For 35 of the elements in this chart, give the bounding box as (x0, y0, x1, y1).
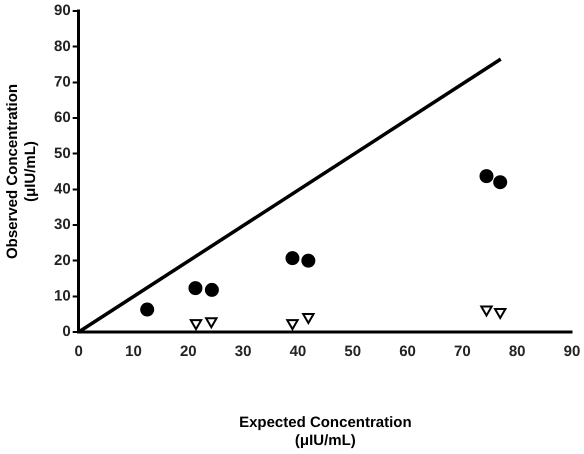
x-tick-label: 80 (508, 343, 526, 360)
x-tick-label: 0 (74, 343, 83, 360)
point (190, 319, 202, 330)
x-tick-label: 70 (454, 343, 471, 360)
x-tick-label: 30 (234, 343, 252, 360)
point (301, 254, 316, 268)
point (205, 317, 218, 328)
y-tick-label: 90 (54, 2, 71, 20)
y-tick-label: 10 (54, 287, 71, 304)
point (479, 169, 494, 184)
point (493, 175, 508, 190)
y-axis-title: Observed Concentration (μIU/mL) (4, 84, 40, 260)
x-tick-label: 60 (399, 343, 416, 360)
x-tick-label: 90 (564, 343, 580, 360)
point (188, 281, 202, 296)
y-tick-label: 60 (54, 109, 71, 126)
x-axis-title: Expected Concentration (μIU/mL) (239, 414, 412, 450)
y-tick-label: 70 (54, 73, 71, 90)
x-tick-label: 40 (290, 343, 306, 360)
point (140, 302, 154, 317)
point (204, 282, 219, 297)
y-tick-label: 20 (54, 252, 71, 269)
point (480, 306, 493, 317)
x-tick-label: 20 (180, 343, 197, 360)
y-tick-label: 0 (62, 323, 71, 340)
point (285, 251, 300, 266)
x-tick-label: 10 (125, 343, 142, 360)
y-tick-label: 50 (54, 144, 71, 162)
point (494, 308, 506, 320)
y-tick-label: 30 (54, 216, 71, 234)
point (302, 313, 315, 324)
y-tick-label: 80 (54, 38, 71, 55)
y-tick-label: 40 (54, 180, 71, 198)
x-tick-label: 50 (344, 343, 362, 360)
point (286, 319, 299, 330)
